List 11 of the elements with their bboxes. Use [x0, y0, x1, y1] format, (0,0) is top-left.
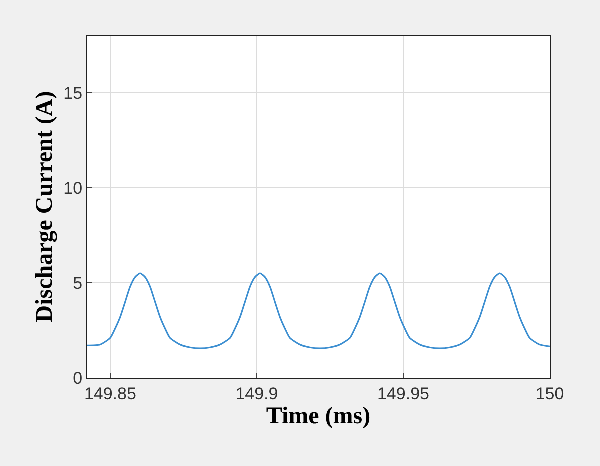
- y-tick-label: 0: [73, 368, 83, 388]
- x-tick-label: 150: [536, 384, 564, 404]
- x-axis-title: Time (ms): [266, 404, 371, 430]
- x-tick-label: 149.85: [84, 384, 136, 404]
- line-series: [87, 272, 550, 350]
- y-tick-label: 5: [73, 274, 83, 293]
- y-tick-label: 10: [64, 178, 83, 198]
- x-tick-label: 149.9: [236, 384, 278, 404]
- y-tick-label: 15: [64, 84, 83, 103]
- x-tick-label: 149.95: [377, 384, 430, 404]
- y-axis-title: Discharge Current (A): [32, 91, 58, 323]
